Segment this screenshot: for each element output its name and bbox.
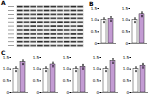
svg-text:1.0: 1.0 bbox=[123, 66, 130, 71]
svg-text:1.5: 1.5 bbox=[123, 55, 130, 60]
svg-text:0: 0 bbox=[126, 90, 129, 95]
svg-text:1.0: 1.0 bbox=[3, 66, 10, 71]
svg-text:0.5: 0.5 bbox=[122, 29, 129, 34]
svg-text:0: 0 bbox=[94, 41, 97, 46]
svg-text:1.0: 1.0 bbox=[33, 66, 40, 71]
svg-text:0: 0 bbox=[6, 90, 9, 95]
svg-text:1.0: 1.0 bbox=[91, 17, 98, 22]
svg-text:1.5: 1.5 bbox=[90, 5, 97, 11]
svg-text:0.5: 0.5 bbox=[123, 78, 130, 83]
svg-text:0.5: 0.5 bbox=[93, 78, 100, 83]
svg-text:0.5: 0.5 bbox=[63, 78, 70, 83]
svg-text:0: 0 bbox=[125, 41, 128, 46]
svg-text:1.5: 1.5 bbox=[122, 6, 129, 11]
svg-text:1.0: 1.0 bbox=[63, 66, 70, 71]
svg-text:0.5: 0.5 bbox=[33, 78, 40, 83]
svg-text:0.5: 0.5 bbox=[91, 29, 98, 34]
svg-text:0: 0 bbox=[66, 90, 69, 95]
svg-text:1.5: 1.5 bbox=[33, 55, 40, 60]
svg-text:1.0: 1.0 bbox=[93, 66, 100, 71]
svg-text:1.0: 1.0 bbox=[122, 17, 129, 22]
svg-text:1.5: 1.5 bbox=[93, 55, 100, 60]
svg-text:0: 0 bbox=[96, 90, 99, 95]
html-text:C: C bbox=[1, 49, 6, 56]
svg-text:0.5: 0.5 bbox=[3, 78, 10, 83]
svg-text:1.5: 1.5 bbox=[63, 55, 70, 60]
html-text:B: B bbox=[89, 0, 94, 7]
html-text:A: A bbox=[1, 0, 6, 6]
svg-text:1.5: 1.5 bbox=[2, 54, 9, 60]
svg-text:0: 0 bbox=[36, 90, 39, 95]
